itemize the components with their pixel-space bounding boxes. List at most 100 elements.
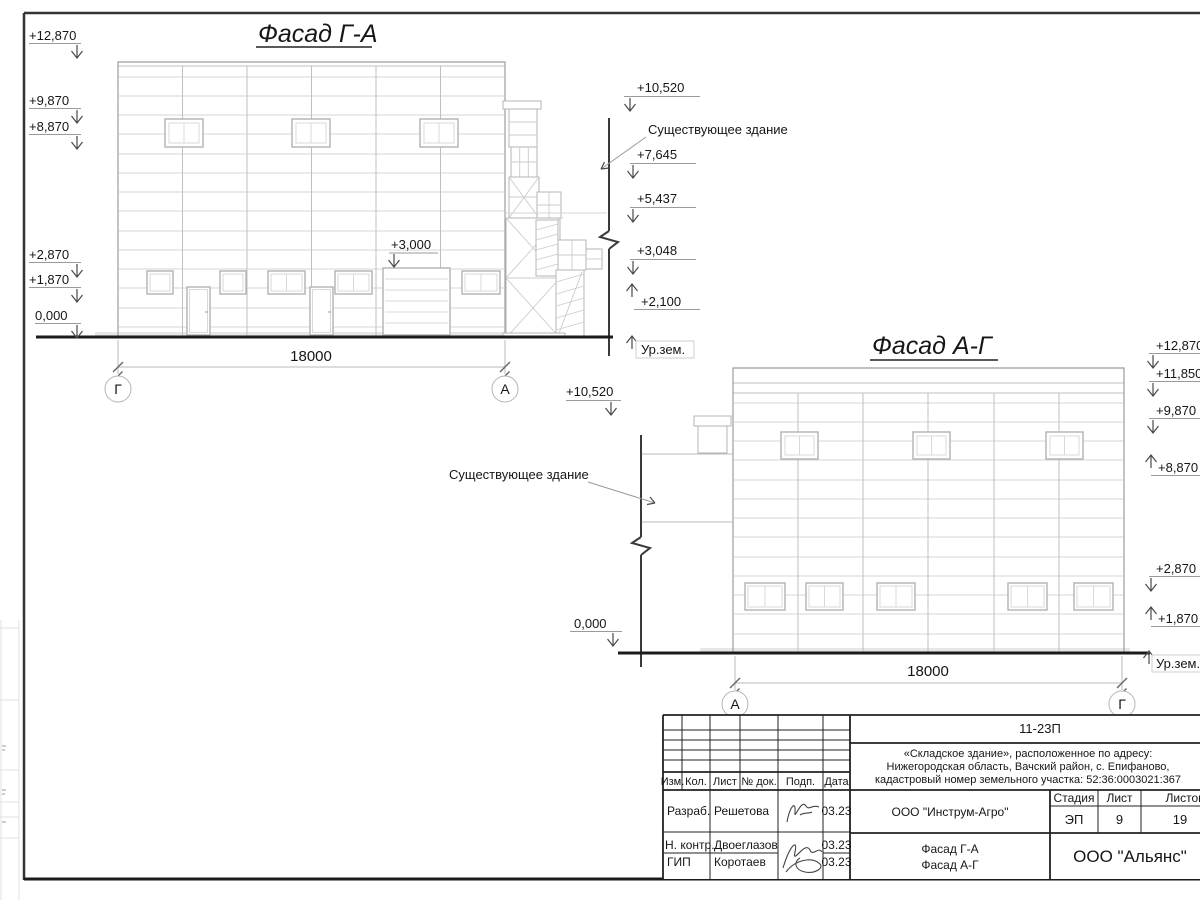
axis-label: Г: [1118, 696, 1126, 712]
elevation-marks-right: +10,520 Существующее здание +7,645 +5,43…: [600, 80, 788, 359]
elevation-mark: +8,870: [29, 119, 69, 134]
axis-bubble: [104, 375, 132, 403]
stage-label: Стадия: [1054, 791, 1095, 805]
project-description-line: кадастровый номер земельного участка: 52…: [875, 774, 1181, 786]
elevation-marks-left: +10,520 Существующее здание 0,000: [449, 384, 656, 647]
signature: [782, 844, 823, 873]
elevation-mark: +11,850: [1156, 366, 1200, 381]
window: [334, 270, 373, 295]
project-description-line: Нижегородская область, Вачский район, с.…: [887, 761, 1170, 773]
left-edge-artifact: [0, 620, 20, 900]
existing-building-label: Существующее здание: [648, 122, 788, 137]
row-name: Коротаев: [714, 855, 766, 869]
sheets-value: 19: [1173, 812, 1187, 827]
col-kol: Кол.: [685, 776, 707, 788]
window: [1073, 582, 1114, 611]
column-lines: [182, 66, 441, 336]
org-name: ООО "Инструм-Агро": [892, 805, 1009, 819]
drawing-title-line: Фасад Г-А: [921, 842, 978, 856]
window: [1045, 431, 1084, 460]
window: [876, 582, 916, 611]
window: [1007, 582, 1048, 611]
elevation-mark: +12,870: [1156, 338, 1200, 353]
stage-value: ЭП: [1065, 812, 1084, 827]
window: [912, 431, 951, 460]
elevation-mark: +2,870: [29, 247, 69, 262]
door: [309, 286, 334, 336]
col-data: Дата: [824, 776, 849, 788]
existing-building-label: Существующее здание: [449, 467, 589, 482]
window: [267, 270, 306, 295]
doc-number: 11-23П: [1019, 721, 1061, 736]
row-role: ГИП: [667, 855, 691, 869]
building-outline: [732, 367, 1125, 652]
col-list: Лист: [713, 776, 737, 788]
foundation-strip: [700, 648, 1130, 652]
window: [780, 431, 819, 460]
col-doc: № док.: [741, 776, 776, 788]
existing-building-outline: [641, 415, 733, 523]
facade-ga: Фасад Г-А +12,870 +9,870 +8,870 +2,870 +…: [29, 20, 788, 403]
elevation-mark: +9,870: [1156, 403, 1196, 418]
row-role: Н. контр.: [665, 838, 715, 852]
col-izm: Изм.: [661, 776, 685, 788]
elevation-mark: +10,520: [637, 80, 684, 95]
window: [219, 270, 247, 295]
elevation-mark: +12,870: [29, 28, 76, 43]
stair-tower: [502, 100, 603, 339]
window: [461, 270, 501, 295]
door: [186, 286, 211, 336]
elevation-mark: +10,520: [566, 384, 613, 399]
project-description-line: «Складское здание», расположенное по адр…: [904, 748, 1153, 760]
elevation-mark: +5,437: [637, 191, 677, 206]
axis-label: Г: [114, 381, 122, 397]
row-name: Решетова: [714, 804, 769, 818]
row-date: 03.23: [821, 855, 851, 869]
facade-ag-title: Фасад А-Г: [872, 332, 994, 360]
window: [146, 270, 174, 295]
signature: [786, 803, 820, 823]
window: [291, 118, 331, 148]
column-lines: [797, 393, 1060, 652]
building-outline: [117, 61, 506, 336]
gate-mark: +3,000: [387, 237, 438, 268]
ground-level-label: Ур.зем.: [1156, 656, 1200, 671]
break-line: [597, 118, 621, 356]
axis-bubble: [491, 375, 519, 403]
facade-ag: Фасад А-Г +10,520 Существующее здание 0,…: [449, 332, 1200, 718]
row-date: 03.23: [821, 804, 851, 818]
col-podp: Подп.: [786, 776, 815, 788]
elevation-mark: +3,000: [391, 237, 431, 252]
row-role: Разраб.: [667, 804, 710, 818]
elevation-mark: +1,870: [1158, 611, 1198, 626]
axis-label: А: [730, 696, 740, 712]
facade-ga-title: Фасад Г-А: [258, 20, 378, 48]
elevation-mark: 0,000: [574, 616, 607, 631]
ground-level-label: Ур.зем.: [641, 342, 685, 357]
dimension: 18000 А Г: [721, 656, 1136, 718]
elevation-mark: 0,000: [35, 308, 68, 323]
dimension-value: 18000: [290, 348, 332, 365]
window: [164, 118, 204, 148]
elevation-marks-right: +12,870 +11,850 +9,870 +8,870 +2,870 +1,…: [1142, 338, 1200, 673]
dimension: 18000 Г А: [104, 340, 519, 403]
elevation-mark: +2,870: [1156, 561, 1196, 576]
drawing-title-line: Фасад А-Г: [921, 858, 979, 872]
break-line: [629, 435, 653, 667]
sheet-value: 9: [1116, 812, 1123, 827]
elevation-mark: +7,645: [637, 147, 677, 162]
title-block: Изм. Кол. Лист № док. Подп. Дата Разраб.…: [661, 714, 1200, 879]
company-name: ООО "Альянс": [1073, 847, 1187, 866]
sheet-label: Лист: [1106, 791, 1133, 805]
axis-label: А: [500, 381, 510, 397]
elevation-mark: +8,870: [1158, 460, 1198, 475]
row-date: 03.23: [821, 838, 851, 852]
window: [419, 118, 459, 148]
elevation-mark: +9,870: [29, 93, 69, 108]
sheets-label: Листов: [1166, 791, 1200, 805]
window: [805, 582, 844, 611]
row-name: Двоеглазов: [714, 838, 778, 852]
gate: [382, 267, 451, 336]
